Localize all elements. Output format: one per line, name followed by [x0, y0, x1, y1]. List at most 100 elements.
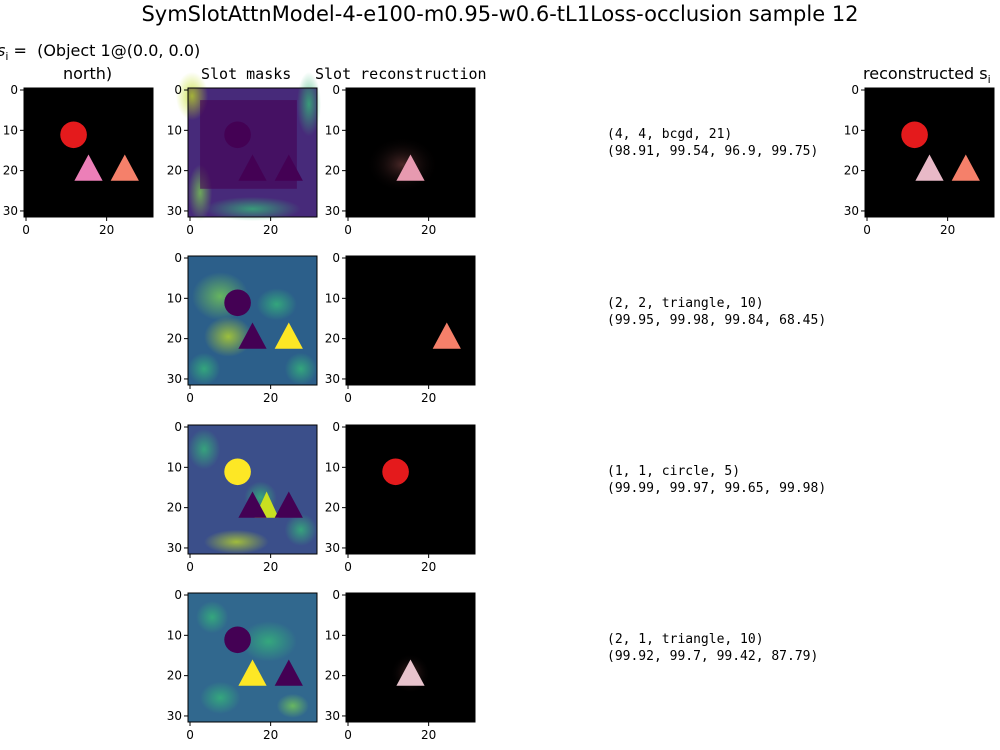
axes-frame	[187, 255, 318, 386]
red-circle	[224, 289, 251, 317]
y-tick-label: 20	[167, 164, 182, 178]
input-background	[24, 88, 153, 217]
axes-frame	[345, 424, 476, 555]
y-tick-label: 30	[325, 204, 340, 218]
y-tick-label: 0	[174, 83, 182, 97]
y-tick-label: 20	[325, 332, 340, 346]
mask-blob	[188, 352, 221, 385]
axes-frame	[187, 87, 318, 218]
mask-blob	[284, 352, 317, 385]
image-axes: 0 10 20 30 0 20	[325, 588, 476, 742]
x-tick-label: 20	[421, 728, 436, 742]
x-tick-label: 20	[263, 728, 278, 742]
y-tick-label: 30	[167, 372, 182, 386]
y-tick-label: 10	[167, 460, 182, 474]
mask-blob	[188, 429, 221, 470]
y-tick-label: 0	[332, 588, 340, 602]
y-tick-label: 30	[844, 204, 859, 218]
y-tick-label: 0	[332, 251, 340, 265]
reconstructed-header-subscript: i	[987, 73, 991, 87]
red-circle	[901, 121, 928, 149]
slot-recon-1	[346, 88, 475, 217]
salmon-triangle	[274, 659, 303, 686]
x-tick-label: 20	[940, 223, 955, 237]
slot-1-info-line2: (98.91, 99.54, 96.9, 99.75)	[607, 144, 819, 159]
mask-blob	[196, 601, 229, 634]
slot-4-info: (2, 1, triangle, 10) (99.92, 99.7, 99.42,…	[607, 631, 818, 665]
recon-background	[346, 256, 475, 385]
mask-blob	[204, 529, 269, 554]
input-image	[24, 88, 153, 217]
y-tick-label: 10	[844, 123, 859, 137]
slot-2-info-line2: (99.95, 99.98, 99.84, 68.45)	[607, 313, 827, 328]
x-tick-label: 0	[863, 223, 871, 237]
y-tick-label: 0	[174, 588, 182, 602]
salmon-triangle	[951, 154, 980, 181]
y-tick-label: 10	[325, 460, 340, 474]
x-tick-label: 20	[421, 560, 436, 574]
x-tick-label: 0	[344, 391, 352, 405]
mask-blob	[256, 288, 297, 321]
x-tick-label: 20	[421, 391, 436, 405]
axes-frame	[864, 87, 995, 218]
y-tick-label: 20	[325, 669, 340, 683]
slot-4-info-line1: (2, 1, triangle, 10)	[607, 632, 764, 647]
pink-triangle	[396, 659, 425, 686]
red-circle	[60, 121, 87, 149]
y-tick-label: 10	[325, 291, 340, 305]
image-panels	[24, 71, 994, 722]
mask-blob	[240, 621, 297, 662]
y-tick-label: 10	[325, 628, 340, 642]
y-tick-label: 10	[167, 291, 182, 305]
mask-triangle-dark	[274, 491, 303, 518]
y-tick-label: 10	[325, 123, 340, 137]
image-axes: 0 10 20 30 0 20	[325, 420, 476, 574]
pink-triangle	[74, 154, 103, 181]
y-tick-label: 10	[167, 123, 182, 137]
y-tick-label: 0	[174, 420, 182, 434]
input-header-subscript: i	[5, 50, 9, 64]
x-tick-label: 0	[344, 560, 352, 574]
pink-triangle	[238, 659, 267, 686]
slot-mask-2	[188, 256, 317, 385]
y-tick-label: 30	[167, 204, 182, 218]
image-axes: 0 10 20 30 0 20	[167, 83, 318, 237]
y-tick-label: 20	[325, 164, 340, 178]
slot-reconstruction-header: Slot reconstruction	[315, 65, 487, 83]
pink-triangle	[915, 154, 944, 181]
y-tick-label: 30	[167, 709, 182, 723]
x-tick-label: 20	[421, 223, 436, 237]
y-tick-label: 0	[332, 420, 340, 434]
y-tick-label: 20	[167, 501, 182, 515]
mask-circle	[224, 458, 251, 486]
y-tick-label: 30	[167, 541, 182, 555]
axes-frame	[187, 592, 318, 723]
image-axes: 0 10 20 30 0 20	[167, 420, 318, 574]
y-tick-label: 10	[167, 628, 182, 642]
axes-frame	[345, 87, 476, 218]
red-circle	[224, 121, 251, 149]
y-tick-label: 10	[3, 123, 18, 137]
image-axes: 0 10 20 30 0 20	[167, 588, 318, 742]
recon-background	[346, 425, 475, 554]
x-tick-label: 0	[186, 223, 194, 237]
slot-3-info-line2: (99.99, 99.97, 99.65, 99.98)	[607, 481, 827, 496]
slot-2-info: (2, 2, triangle, 10) (99.95, 99.98, 99.84…	[607, 295, 826, 329]
image-axes: 0 10 20 30 0 20	[325, 83, 476, 237]
mask-triangle-dark	[238, 491, 267, 518]
mask-blob	[284, 513, 317, 546]
mask-blob	[200, 681, 241, 714]
slot-2-info-line1: (2, 2, triangle, 10)	[607, 296, 764, 311]
reconstructed-background	[865, 88, 994, 217]
axes-frame	[345, 255, 476, 386]
slot-recon-4	[346, 593, 475, 722]
input-header: si = (Object 1@(0.0, 0.0)	[0, 41, 200, 63]
slot-3-info-line1: (1, 1, circle, 5)	[607, 464, 741, 479]
slot-4-info-line2: (99.92, 99.7, 99.42, 87.79)	[607, 649, 819, 664]
salmon-triangle	[274, 322, 303, 349]
pink-triangle	[238, 154, 267, 181]
y-tick-label: 20	[3, 164, 18, 178]
reconstructed-header-text: reconstructed s	[863, 64, 988, 83]
reconstructed-image	[865, 88, 994, 217]
